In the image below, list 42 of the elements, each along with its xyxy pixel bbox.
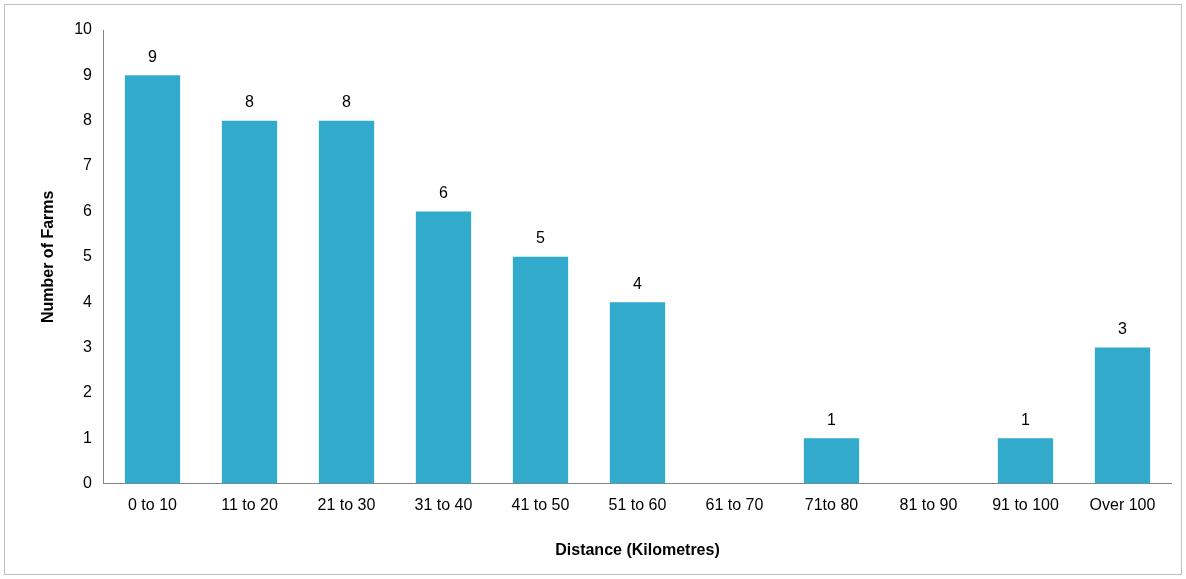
x-axis-title: Distance (Kilometres)	[555, 540, 720, 558]
bar	[803, 438, 860, 484]
bar	[221, 120, 278, 484]
x-tick-label: 61 to 70	[705, 495, 764, 513]
y-tick-label: 5	[83, 247, 93, 265]
y-tick-label: 1	[83, 428, 93, 446]
x-tick-label: Over 100	[1089, 495, 1156, 513]
x-tick-label: 41 to 50	[511, 495, 570, 513]
data-label: 5	[536, 229, 546, 247]
bar	[124, 75, 181, 484]
y-tick-label: 7	[83, 156, 93, 174]
x-tick-label: 21 to 30	[317, 495, 376, 513]
y-tick-label: 0	[83, 474, 93, 492]
y-tick-label: 2	[83, 383, 93, 401]
y-tick-label: 8	[83, 111, 93, 129]
data-label: 3	[1118, 319, 1128, 337]
y-tick-label: 9	[83, 65, 93, 83]
data-label: 8	[342, 93, 352, 111]
data-label: 8	[245, 93, 255, 111]
data-label: 1	[827, 410, 837, 428]
data-label: 9	[148, 47, 158, 65]
y-tick-label: 6	[83, 201, 93, 219]
bar	[1094, 347, 1151, 484]
x-tick-label: 51 to 60	[608, 495, 667, 513]
x-tick-label: 71to 80	[804, 495, 859, 513]
data-label: 6	[439, 183, 449, 201]
bar	[415, 211, 472, 484]
data-label: 1	[1021, 410, 1031, 428]
bar	[318, 120, 375, 484]
x-tick-label: 0 to 10	[128, 495, 178, 513]
y-tick-label: 10	[74, 20, 93, 38]
bar	[997, 438, 1054, 484]
x-tick-label: 81 to 90	[899, 495, 958, 513]
y-axis-title: Number of Farms	[39, 190, 57, 324]
bar	[512, 256, 569, 484]
data-label: 4	[633, 274, 643, 292]
x-tick-label: 31 to 40	[414, 495, 473, 513]
y-tick-label: 4	[83, 292, 93, 310]
bar	[609, 302, 666, 484]
x-tick-label: 91 to 100	[992, 495, 1059, 513]
y-tick-label: 3	[83, 337, 93, 355]
x-tick-label: 11 to 20	[221, 495, 278, 513]
